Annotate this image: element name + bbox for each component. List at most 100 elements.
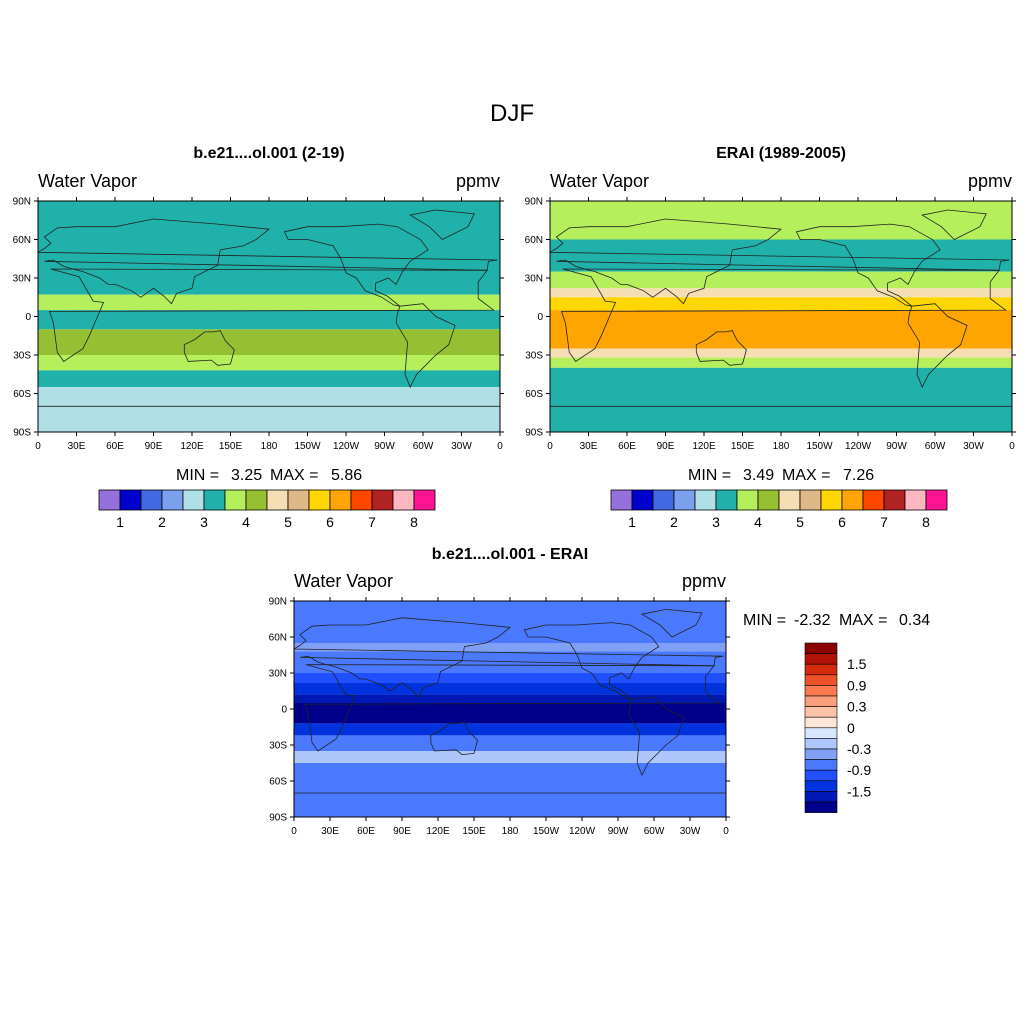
coastline [550, 218, 1010, 305]
panel-1-max-label: MAX = [270, 467, 319, 484]
colorbar-cell [804, 738, 838, 750]
x-tick-label: 150W [294, 441, 321, 452]
x-tick-label: 30W [963, 441, 984, 452]
field-band [294, 735, 726, 751]
colorbar-cell [841, 489, 864, 511]
panel-2-title: ERAI (1989-2005) [716, 145, 846, 162]
panel-1-title: b.e21....ol.001 (2-19) [193, 145, 345, 162]
y-tick-label: 60S [13, 389, 31, 400]
x-tick-label: 30W [451, 441, 472, 452]
colorbar-cell [804, 653, 838, 665]
field-band [550, 201, 1012, 240]
field-band [550, 310, 1012, 349]
colorbar-cell [804, 727, 838, 739]
y-tick-label: 30S [13, 351, 31, 362]
x-tick-label: 0 [723, 826, 729, 837]
x-tick-label: 0 [1009, 441, 1015, 452]
panel-1-min-value: 3.25 [231, 467, 263, 484]
x-tick-label: 60E [618, 441, 636, 452]
colorbar-label: 4 [242, 514, 250, 530]
panel-3-max-label: MAX = [839, 612, 888, 629]
panel-2-max-label: MAX = [782, 467, 831, 484]
colorbar-cell [694, 489, 717, 511]
field-band [294, 723, 726, 736]
y-tick-label: 30N [269, 669, 287, 680]
x-tick-label: 120W [845, 441, 872, 452]
colorbar-label: 0.3 [847, 699, 867, 715]
colorbar-label: 6 [326, 514, 334, 530]
x-tick-label: 120W [569, 826, 596, 837]
x-tick-label: 60E [357, 826, 375, 837]
x-tick-label: 150W [533, 826, 560, 837]
field-band [550, 271, 1012, 289]
panel-1-colorbar: 1 2 3 4 5 6 7 8 [98, 489, 436, 530]
colorbar-label: 1.5 [847, 656, 867, 672]
colorbar-cell [98, 489, 121, 511]
colorbar-label: 3 [200, 514, 208, 530]
colorbar-label: 7 [880, 514, 888, 530]
colorbar-cell [392, 489, 415, 511]
colorbar-label: 4 [754, 514, 762, 530]
panel-1-units-label: ppmv [455, 171, 500, 191]
colorbar-cell [224, 489, 247, 511]
y-tick-label: 60N [269, 633, 287, 644]
x-tick-label: 0 [35, 441, 41, 452]
x-tick-label: 60W [413, 441, 434, 452]
x-tick-label: 0 [547, 441, 553, 452]
y-tick-label: 60N [13, 235, 31, 246]
field-band [550, 357, 1012, 368]
colorbar-cell [673, 489, 696, 511]
x-tick-label: 30E [580, 441, 598, 452]
colorbar-cell [804, 748, 838, 760]
field-band [38, 294, 500, 311]
panel-3-map: 0 30E 60E 90E 120E 150E 180 150W 120W 90W 60W 30W 09… [269, 597, 730, 837]
y-tick-label: 90S [525, 428, 543, 439]
panel-3-variable-label: Water Vapor [294, 571, 394, 591]
y-tick-label: 30S [269, 741, 287, 752]
colorbar-cell [925, 489, 948, 511]
colorbar-cell [371, 489, 394, 511]
colorbar-cell [804, 674, 838, 686]
x-tick-label: 90E [393, 826, 411, 837]
colorbar-cell [757, 489, 780, 511]
colorbar-label: 6 [838, 514, 846, 530]
figure-title: DJF [490, 100, 534, 127]
colorbar-cell [140, 489, 163, 511]
field-band [294, 703, 726, 724]
colorbar-cell [862, 489, 885, 511]
x-tick-label: 90W [374, 441, 395, 452]
x-tick-label: 60W [644, 826, 665, 837]
colorbar-cell [308, 489, 331, 511]
x-tick-label: 60E [106, 441, 124, 452]
coastline [38, 218, 498, 305]
colorbar-cell [119, 489, 142, 511]
field-band [294, 682, 726, 695]
colorbar-cell [804, 695, 838, 707]
field-band [38, 387, 500, 432]
field-band [550, 288, 1012, 298]
panel-3-min-label: MIN = [743, 612, 787, 629]
panel-1-max-value: 5.86 [331, 467, 363, 484]
field-band [38, 329, 500, 355]
y-tick-label: 0 [281, 705, 287, 716]
x-tick-label: 90E [657, 441, 675, 452]
coastline [695, 330, 747, 366]
field-band [294, 763, 726, 817]
colorbar-label: -0.9 [847, 762, 871, 778]
x-tick-label: 180 [773, 441, 790, 452]
y-tick-label: 60S [525, 389, 543, 400]
colorbar-label: 8 [410, 514, 418, 530]
colorbar-cell [203, 489, 226, 511]
colorbar-cell [266, 489, 289, 511]
coastline [560, 268, 1007, 362]
y-tick-label: 30S [525, 351, 543, 362]
y-tick-label: 30N [525, 274, 543, 285]
y-tick-label: 90N [525, 197, 543, 208]
colorbar-cell [804, 780, 838, 792]
colorbar-label: 8 [922, 514, 930, 530]
coastline [628, 696, 685, 776]
colorbar-label: 3 [712, 514, 720, 530]
colorbar-cell [161, 489, 184, 511]
field-band [294, 694, 726, 703]
